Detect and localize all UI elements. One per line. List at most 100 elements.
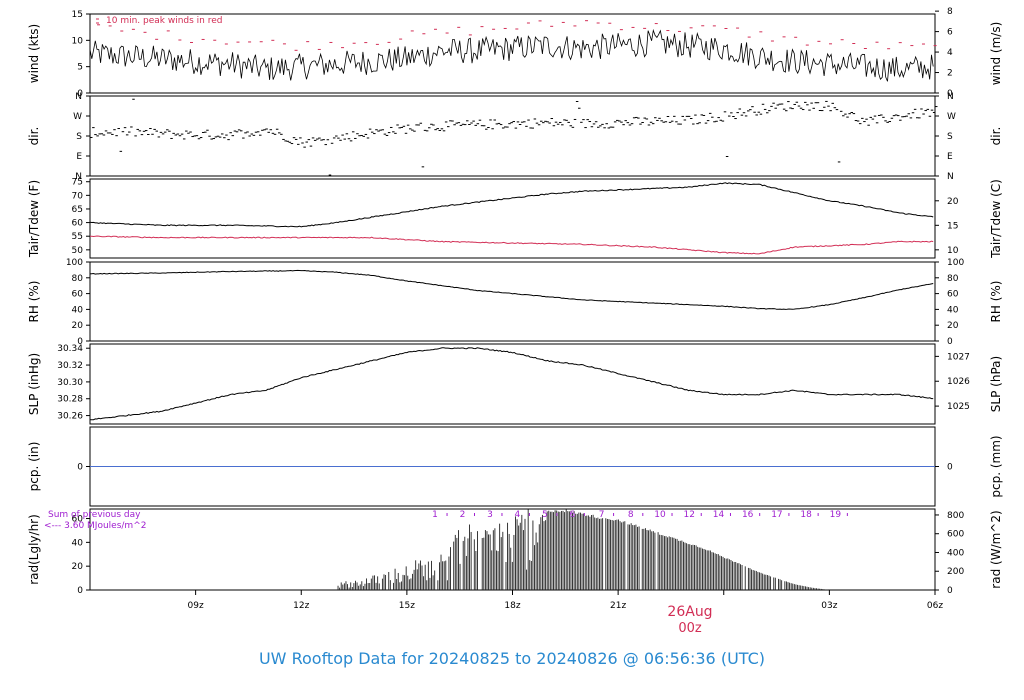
peak-wind-annotation: 10 min. peak winds in red	[106, 16, 223, 26]
y-tick-label-left: 65	[72, 205, 83, 215]
panel-rad: rad(Lgly/hr) rad (W/m^2)02040600200400600…	[27, 508, 1003, 596]
y-tick-label-left: N	[75, 92, 82, 102]
y-tick-label-left: W	[73, 112, 82, 122]
y-tick-label-left: 0	[77, 463, 83, 473]
y-axis-label-left: SLP (inHg)	[27, 353, 41, 415]
y-tick-label-left: 0	[77, 586, 83, 596]
y-tick-label-left: 15	[72, 10, 83, 20]
y-tick-label-left: 80	[72, 274, 84, 284]
y-tick-label-right: 1026	[947, 377, 970, 387]
hour-count-label: 17	[771, 510, 782, 520]
tdew-line	[90, 235, 934, 255]
y-tick-label-right: 0	[947, 586, 953, 596]
y-tick-label-right: 200	[947, 567, 964, 577]
y-tick-label-right: 60	[947, 290, 959, 300]
panel-frame	[89, 178, 936, 259]
y-tick-label-right: 40	[947, 305, 959, 315]
hour-count-label: 8	[628, 510, 634, 520]
y-tick-label-left: 0	[77, 89, 83, 99]
y-tick-label-left: 5	[77, 63, 83, 73]
y-axis-label-right: RH (%)	[989, 281, 1003, 323]
y-tick-label-left: 60	[72, 290, 84, 300]
daily-sum-value: <--- 3.60 MJoules/m^2	[44, 521, 146, 531]
y-tick-label-right: 15	[947, 221, 958, 231]
hour-count-label: 5	[542, 510, 548, 520]
y-tick-label-left: 30.34	[57, 344, 83, 354]
panel-rh: RH (%) RH (%) 0 20 40 60 80 100 0 20 40 60 80 100	[27, 258, 1003, 347]
y-tick-label-left: 20	[72, 321, 84, 331]
y-tick-label-right: S	[947, 132, 953, 142]
panel-frame	[89, 261, 936, 342]
hour-count-label: 1	[432, 510, 438, 520]
y-tick-label-right: 10	[947, 246, 959, 256]
y-tick-label-right: 0	[947, 89, 953, 99]
x-tick-label: 15z	[399, 601, 415, 611]
y-axis-label-left: wind (kts)	[27, 24, 41, 83]
y-tick-label-right: 2	[947, 69, 953, 79]
hour-count-label: 19	[830, 510, 842, 520]
midnight-tick-label: 00z	[678, 621, 702, 636]
y-tick-label-right: W	[947, 112, 956, 122]
hour-count-label: 18	[800, 510, 812, 520]
y-tick-label-right: E	[947, 152, 953, 162]
y-tick-label-right: N	[947, 172, 954, 182]
y-tick-label-right: 0	[947, 337, 953, 347]
y-tick-label-left: 50	[72, 246, 84, 256]
y-axis-label-right: pcp. (mm)	[989, 435, 1003, 497]
panel-frame	[89, 13, 936, 94]
x-tick-label: 18z	[504, 601, 520, 611]
y-tick-label-left: S	[76, 132, 82, 142]
panel-pcp: pcp. (in) pcp. (mm) 0 0	[27, 426, 1003, 507]
y-tick-label-left: 70	[72, 191, 84, 201]
hour-count-label: 3	[487, 510, 493, 520]
panel-slp: SLP (inHg) SLP (hPa) 30.26 30.28 30.30 30.32 3…	[27, 343, 1003, 425]
y-tick-label-right: 800	[947, 511, 964, 521]
y-tick-label-right: 0	[947, 463, 953, 473]
y-tick-label-left: 55	[72, 232, 83, 242]
y-tick-label-right: 600	[947, 530, 964, 540]
y-tick-label-left: 40	[72, 538, 84, 548]
y-tick-label-right: 20	[947, 197, 959, 207]
panel-wind: wind (kts) wind (m/s) 0 5 10 15 0 2 4 6 8 10 min. p…	[27, 7, 1003, 99]
slp-line	[89, 347, 934, 421]
y-axis-label-left: rad(Lgly/hr)	[27, 514, 41, 585]
hour-count-label: 7	[599, 510, 605, 520]
y-tick-label-left: 30.26	[57, 412, 83, 422]
x-tick-label: 06z	[927, 601, 943, 611]
rh-line	[89, 269, 934, 310]
y-tick-label-left: 30.32	[57, 361, 83, 371]
y-tick-label-right: 4	[947, 48, 953, 58]
y-axis-label-right: wind (m/s)	[989, 22, 1003, 86]
y-axis-label-left: RH (%)	[27, 281, 41, 323]
y-axis-label-left: dir.	[27, 127, 41, 146]
daily-sum-note: Sum of previous day	[48, 510, 141, 520]
x-tick-label: 09z	[188, 601, 204, 611]
y-tick-label-right: 20	[947, 321, 959, 331]
y-axis-label-right: dir.	[989, 127, 1003, 146]
y-tick-label-right: 1025	[947, 402, 970, 412]
y-tick-label-left: 100	[66, 258, 83, 268]
hour-count-label: 14	[713, 510, 725, 520]
hour-count-label: 4	[515, 510, 521, 520]
y-tick-label-right: 80	[947, 274, 959, 284]
y-tick-label-left: N	[75, 172, 82, 182]
panel-dir: dir. dir.N NE ES SW WN N	[27, 92, 1003, 182]
y-tick-label-left: 0	[77, 337, 83, 347]
panel-temp: Tair/Tdew (F) Tair/Tdew (C) 50 55 60 65 70 75 10…	[27, 178, 1003, 259]
y-axis-label-left: Tair/Tdew (F)	[27, 180, 41, 258]
hour-count-label: 2	[460, 510, 466, 520]
hour-count-label: 6	[569, 510, 575, 520]
hour-count-label: 16	[742, 510, 754, 520]
y-tick-label-right: 6	[947, 28, 953, 38]
wind-speed-line	[89, 28, 934, 82]
y-tick-label-right: 100	[947, 258, 964, 268]
y-tick-label-left: E	[76, 152, 82, 162]
x-tick-label: 03z	[821, 601, 837, 611]
x-axis: 09z 12z 15z 18z 21z 03z 06z	[188, 590, 943, 611]
y-tick-label-left: 30.28	[57, 395, 83, 405]
y-tick-label-right: 400	[947, 548, 964, 558]
y-tick-label-right: 1027	[947, 352, 970, 362]
panel-frame	[89, 343, 936, 425]
x-tick-label: 12z	[293, 601, 309, 611]
